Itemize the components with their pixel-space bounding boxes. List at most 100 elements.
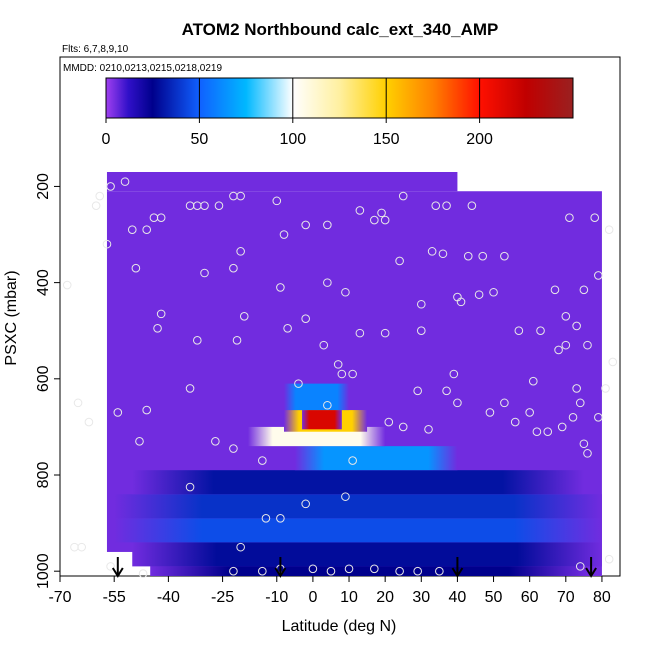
sample-point <box>370 215 379 225</box>
x-tick-label: 80 <box>593 589 611 606</box>
sample-point <box>341 492 350 501</box>
sample-point <box>572 384 581 393</box>
x-axis-label: Latitude (deg N) <box>282 618 397 635</box>
x-tick-label: 0 <box>308 589 317 606</box>
x-axis: -70 -55 -40 -25 -10 0 10 20 30 40 50 60 70 80 <box>48 576 611 606</box>
sample-point <box>594 271 603 280</box>
colorbar: 0 50 100 150 200 <box>102 77 574 148</box>
sample-point <box>279 230 289 239</box>
sample-point <box>348 369 357 379</box>
sample-point <box>138 569 148 578</box>
colorbar-tick-label: 50 <box>191 131 209 148</box>
heatmap-cell <box>150 566 588 576</box>
dates-label: MMDD: 0210,0213,0215,0218,0219 <box>63 63 222 74</box>
flight-arrow-head <box>274 567 287 578</box>
heatmap-background <box>106 172 458 192</box>
sample-point <box>106 182 115 191</box>
sample-point <box>575 562 585 571</box>
sample-point <box>370 564 379 574</box>
sample-point <box>355 328 365 338</box>
sample-point <box>200 201 209 210</box>
flights-label: Flts: 6,7,8,9,10 <box>62 44 129 55</box>
sample-point <box>229 566 238 576</box>
sample-point <box>84 417 94 427</box>
sample-point <box>337 369 347 379</box>
y-tick-label: 200 <box>35 173 52 200</box>
sample-point <box>185 384 195 393</box>
sample-point <box>395 256 404 266</box>
sample-point <box>258 566 267 576</box>
sample-point <box>301 220 310 230</box>
sample-point <box>355 206 365 215</box>
sample-points <box>62 177 618 578</box>
sample-point <box>341 287 350 297</box>
sample-point <box>301 314 310 323</box>
sample-point <box>398 422 408 432</box>
sample-point <box>236 191 245 201</box>
sample-point <box>185 482 195 492</box>
sample-point <box>319 340 329 350</box>
sample-point <box>431 201 441 210</box>
colorbar-gradient <box>105 77 574 119</box>
sample-point <box>384 417 394 427</box>
sample-point <box>344 564 354 574</box>
sample-point <box>500 251 509 261</box>
sample-point <box>485 408 495 417</box>
sample-point <box>236 247 245 256</box>
sample-point <box>258 456 267 465</box>
x-tick-label: 70 <box>557 589 575 606</box>
sample-point <box>413 566 422 576</box>
sample-point <box>106 562 115 571</box>
sample-point <box>192 336 202 345</box>
sample-point <box>272 196 282 206</box>
sample-point <box>323 220 332 230</box>
chart-title: ATOM2 Northbound calc_ext_340_AMP <box>182 20 499 39</box>
sample-point <box>435 566 444 576</box>
sample-point <box>348 456 357 465</box>
sample-point <box>200 268 209 278</box>
sample-point <box>416 326 426 336</box>
y-tick-label: 800 <box>35 462 52 489</box>
sample-point <box>323 278 332 287</box>
heatmap-cell <box>114 518 602 543</box>
colorbar-tick-label: 100 <box>279 131 306 148</box>
x-tick-label: -25 <box>211 589 234 606</box>
sample-point <box>413 386 422 396</box>
heatmap <box>106 172 602 576</box>
y-tick-label: 1000 <box>35 553 52 589</box>
sample-point <box>77 542 86 552</box>
sample-point <box>377 208 386 218</box>
sample-point <box>543 427 553 437</box>
flight-arrow-head <box>585 567 597 578</box>
sample-point <box>528 376 538 386</box>
sample-point <box>120 177 130 186</box>
sample-point <box>442 386 451 396</box>
x-tick-label: -10 <box>265 589 288 606</box>
sample-point <box>326 566 336 576</box>
x-tick-label: 40 <box>449 589 467 606</box>
sample-point <box>283 324 292 333</box>
sample-point <box>153 324 162 333</box>
sample-point <box>604 554 614 564</box>
sample-point <box>463 251 473 261</box>
sample-point <box>478 251 488 261</box>
colorbar-tick-label: 0 <box>102 131 111 148</box>
sample-point <box>590 213 600 222</box>
sample-point <box>211 437 220 446</box>
sample-point <box>156 309 166 319</box>
heatmap-cell <box>302 410 342 430</box>
sample-point <box>489 287 498 297</box>
x-tick-label: -40 <box>157 589 180 606</box>
sample-point <box>456 297 466 307</box>
heatmap-cell <box>114 494 602 519</box>
sample-point <box>594 412 603 422</box>
heatmap-cell <box>132 542 602 567</box>
heatmap-cell <box>132 470 584 495</box>
sample-point <box>102 239 112 249</box>
x-tick-label: 10 <box>340 589 358 606</box>
sample-point <box>294 379 303 388</box>
sample-point <box>608 357 618 367</box>
sample-point <box>424 425 433 434</box>
sample-point <box>113 408 123 417</box>
y-tick-label: 400 <box>35 269 52 296</box>
